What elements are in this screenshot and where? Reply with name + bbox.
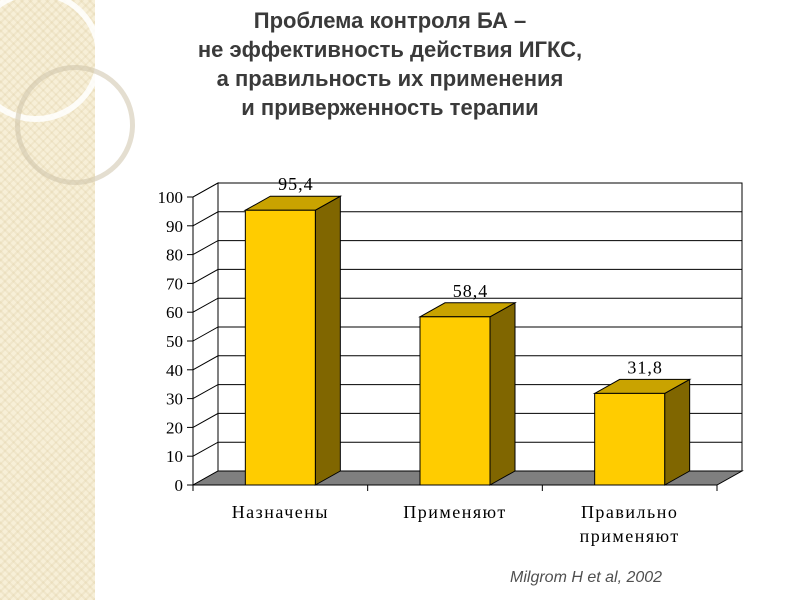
y-tick-label: 20: [166, 418, 183, 437]
x-tick-label: Назначены: [232, 502, 329, 522]
gridline: [192, 326, 742, 342]
decorative-ring: [15, 65, 135, 185]
data-label: 31,8: [627, 357, 663, 377]
y-tick-label: 40: [166, 361, 183, 380]
bar-side: [489, 301, 516, 486]
gridline: [192, 355, 742, 371]
title-line: не эффективность действия ИГКС,: [197, 37, 583, 62]
bar-side: [314, 195, 341, 486]
gridline: [192, 240, 742, 256]
title-line: и приверженность терапии: [241, 95, 539, 120]
y-tick-label: 100: [158, 188, 184, 207]
title-line: а правильность их применения: [216, 66, 564, 91]
y-tick-label: 30: [166, 390, 183, 409]
gridline: [192, 412, 742, 428]
x-tick-label: Применяют: [403, 502, 507, 522]
gridline: [192, 268, 742, 284]
gridline: [192, 211, 742, 227]
bar: [419, 316, 491, 486]
y-tick-label: 50: [166, 332, 183, 351]
gridline: [192, 384, 742, 400]
bar: [244, 209, 316, 486]
bar-side: [664, 378, 691, 486]
y-tick-label: 10: [166, 447, 183, 466]
slide-title: Проблема контроля БА – не эффективность …: [110, 6, 670, 122]
title-line: Проблема контроля БА –: [253, 8, 527, 33]
gridline: [192, 441, 742, 457]
y-tick-label: 70: [166, 274, 183, 293]
data-label: 95,4: [278, 174, 314, 194]
x-tick-label: применяют: [580, 526, 680, 546]
x-tick-label: Правильно: [581, 502, 678, 522]
decorative-side-strip: [0, 0, 135, 600]
data-label: 58,4: [453, 281, 489, 301]
gridline: [192, 182, 742, 198]
gridline: [192, 297, 742, 313]
y-tick-label: 60: [166, 303, 183, 322]
citation: Milgrom H et al, 2002: [510, 569, 663, 586]
y-tick-label: 90: [166, 217, 183, 236]
y-tick-label: 0: [175, 476, 184, 495]
y-tick-label: 80: [166, 246, 183, 265]
bar: [594, 392, 666, 486]
